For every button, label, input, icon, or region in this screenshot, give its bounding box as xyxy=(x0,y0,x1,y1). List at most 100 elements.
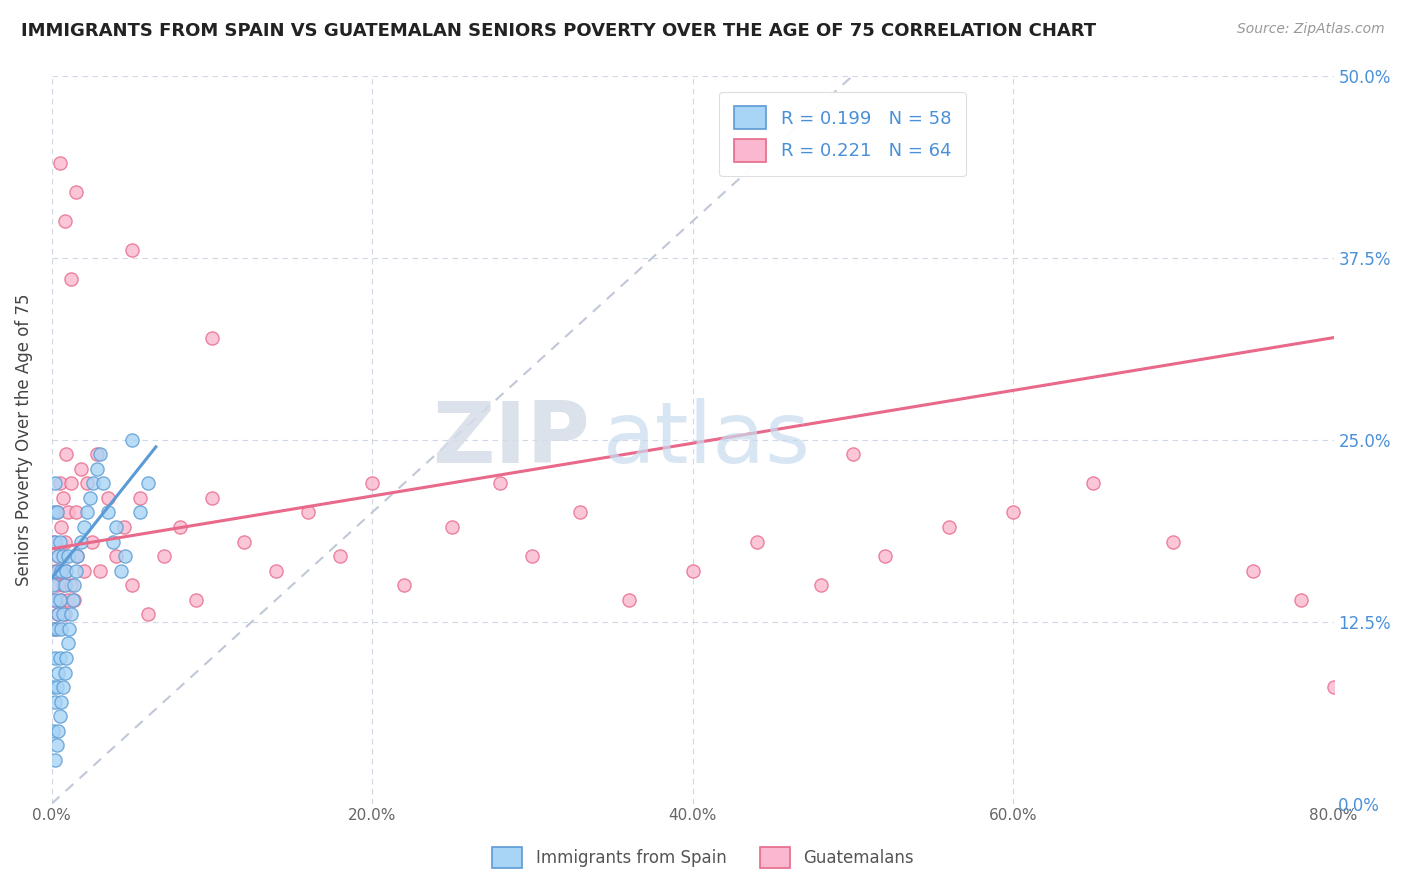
Point xyxy=(76,476,98,491)
Text: IMMIGRANTS FROM SPAIN VS GUATEMALAN SENIORS POVERTY OVER THE AGE OF 75 CORRELATI: IMMIGRANTS FROM SPAIN VS GUATEMALAN SENI… xyxy=(21,22,1097,40)
Point xyxy=(46,549,69,563)
Point xyxy=(55,651,77,665)
Point xyxy=(136,476,159,491)
Point xyxy=(62,592,84,607)
Point xyxy=(745,534,768,549)
Point xyxy=(49,156,72,170)
Point xyxy=(49,651,72,665)
Point xyxy=(1291,592,1313,607)
Point xyxy=(53,607,76,622)
Point xyxy=(49,534,72,549)
Point xyxy=(361,476,384,491)
Point xyxy=(63,592,86,607)
Point xyxy=(1322,680,1344,694)
Point xyxy=(45,680,67,694)
Legend: R = 0.199   N = 58, R = 0.221   N = 64: R = 0.199 N = 58, R = 0.221 N = 64 xyxy=(720,92,966,176)
Point xyxy=(44,695,66,709)
Point xyxy=(80,534,103,549)
Point xyxy=(66,549,89,563)
Point xyxy=(44,753,66,767)
Legend: Immigrants from Spain, Guatemalans: Immigrants from Spain, Guatemalans xyxy=(485,840,921,875)
Point xyxy=(53,534,76,549)
Point xyxy=(86,461,108,475)
Text: Source: ZipAtlas.com: Source: ZipAtlas.com xyxy=(1237,22,1385,37)
Point xyxy=(45,505,67,519)
Point xyxy=(1083,476,1105,491)
Point xyxy=(42,534,65,549)
Point xyxy=(112,520,135,534)
Point xyxy=(52,578,75,592)
Point xyxy=(56,549,79,563)
Point xyxy=(201,491,224,505)
Point xyxy=(44,476,66,491)
Point xyxy=(44,651,66,665)
Point xyxy=(45,739,67,753)
Point xyxy=(53,578,76,592)
Point xyxy=(52,680,75,694)
Point xyxy=(101,534,124,549)
Point xyxy=(51,564,73,578)
Point xyxy=(59,607,82,622)
Text: ZIP: ZIP xyxy=(432,398,591,481)
Point xyxy=(51,622,73,636)
Point xyxy=(49,709,72,723)
Point xyxy=(52,549,75,563)
Point xyxy=(569,505,592,519)
Point xyxy=(489,476,512,491)
Point xyxy=(69,461,91,475)
Point xyxy=(46,723,69,738)
Point xyxy=(441,520,464,534)
Point xyxy=(55,564,77,578)
Point xyxy=(49,476,72,491)
Point xyxy=(1161,534,1184,549)
Point xyxy=(97,505,120,519)
Point xyxy=(65,564,87,578)
Point xyxy=(55,447,77,461)
Point xyxy=(52,491,75,505)
Point xyxy=(52,607,75,622)
Point xyxy=(89,447,111,461)
Point xyxy=(89,564,111,578)
Point xyxy=(45,578,67,592)
Point xyxy=(297,505,319,519)
Point xyxy=(59,272,82,286)
Point xyxy=(121,244,143,258)
Y-axis label: Seniors Poverty Over the Age of 75: Seniors Poverty Over the Age of 75 xyxy=(15,293,32,586)
Point xyxy=(73,564,96,578)
Point xyxy=(42,680,65,694)
Point xyxy=(46,607,69,622)
Point xyxy=(82,476,104,491)
Point xyxy=(86,447,108,461)
Point xyxy=(66,549,89,563)
Point xyxy=(56,636,79,650)
Point xyxy=(42,723,65,738)
Point xyxy=(97,491,120,505)
Point xyxy=(42,622,65,636)
Point xyxy=(201,331,224,345)
Point xyxy=(810,578,832,592)
Point xyxy=(42,505,65,519)
Point xyxy=(45,564,67,578)
Point xyxy=(873,549,896,563)
Point xyxy=(617,592,640,607)
Point xyxy=(169,520,191,534)
Point xyxy=(53,665,76,680)
Point xyxy=(49,592,72,607)
Point xyxy=(51,520,73,534)
Point xyxy=(42,592,65,607)
Point xyxy=(128,491,150,505)
Point xyxy=(59,476,82,491)
Point xyxy=(44,564,66,578)
Point xyxy=(63,578,86,592)
Point xyxy=(136,607,159,622)
Point xyxy=(49,564,72,578)
Point xyxy=(45,505,67,519)
Point xyxy=(114,549,136,563)
Point xyxy=(44,534,66,549)
Point xyxy=(46,607,69,622)
Point xyxy=(56,505,79,519)
Point xyxy=(682,564,704,578)
Point xyxy=(394,578,416,592)
Point xyxy=(104,520,127,534)
Point xyxy=(69,534,91,549)
